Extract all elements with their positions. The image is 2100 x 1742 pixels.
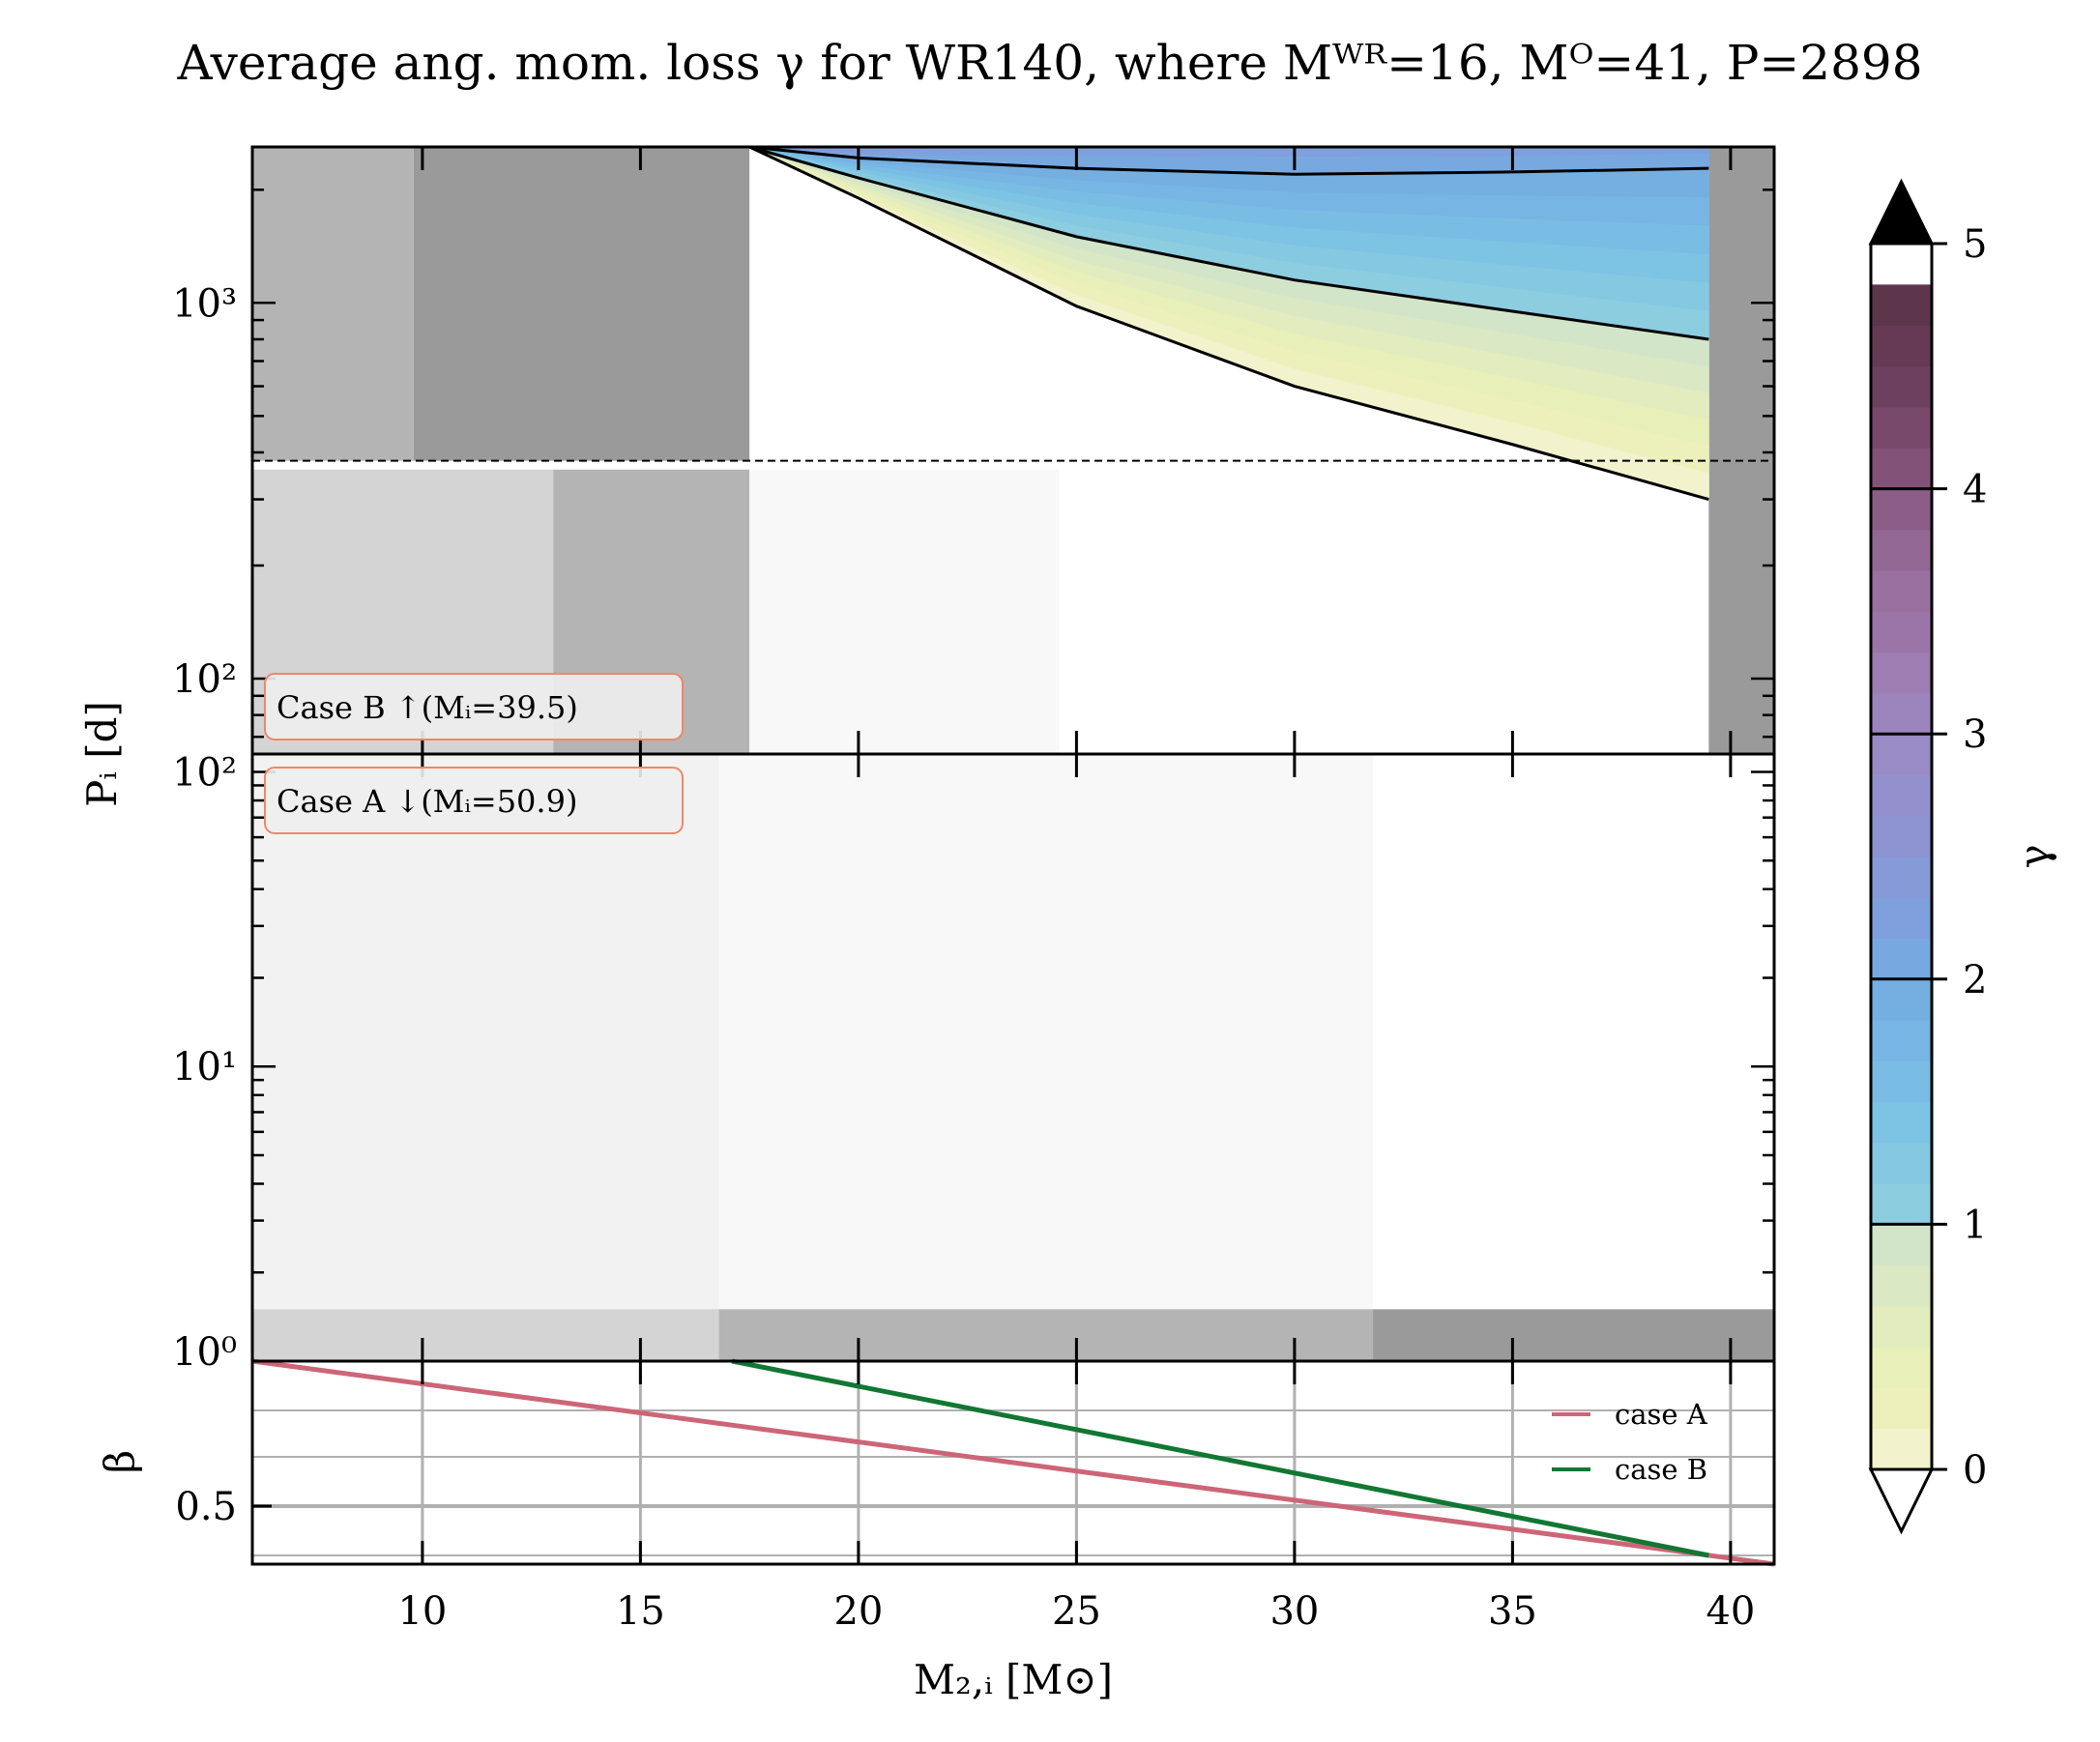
caseA-panel	[252, 754, 1774, 1361]
caseA-region-3	[718, 1309, 1374, 1361]
caseB-ytick-label-1: 10²	[172, 657, 237, 702]
colorbar-level-12	[1871, 938, 1932, 980]
xtick-label-5: 35	[1488, 1589, 1537, 1634]
colorbar-level-1	[1871, 1387, 1932, 1430]
colorbar-level-17	[1871, 734, 1932, 776]
beta-ytick-labels: 0.5	[175, 1485, 237, 1529]
colorbar-tick-label-0: 0	[1963, 1448, 1987, 1493]
caseA-region-1	[718, 754, 1374, 1310]
caseA-ytick-label-0: 10²	[172, 750, 237, 795]
colorbar-level-0	[1871, 1428, 1932, 1470]
colorbar-level-16	[1871, 774, 1932, 817]
colorbar-level-26	[1871, 365, 1932, 408]
colorbar-level-27	[1871, 325, 1932, 367]
caseB-region-4	[749, 469, 1060, 754]
xtick-label-2: 20	[833, 1589, 883, 1634]
beta-ytick-label-0: 0.5	[175, 1485, 237, 1529]
caseB-annotation-text: Case B ↑(Mᵢ=39.5)	[277, 689, 578, 726]
legend-label-case-a: case A	[1615, 1398, 1708, 1431]
colorbar-level-9	[1871, 1060, 1932, 1103]
xtick-label-4: 30	[1269, 1589, 1319, 1634]
caseB-region-0	[252, 147, 414, 461]
beta-panel	[251, 1358, 1775, 1567]
colorbar-level-2	[1871, 1347, 1932, 1389]
colorbar-level-18	[1871, 692, 1932, 735]
colorbar-level-7	[1871, 1142, 1932, 1184]
colorbar-level-25	[1871, 407, 1932, 449]
colorbar-level-21	[1871, 570, 1932, 612]
caseB-annotation-box	[264, 673, 684, 740]
y-axis-label: Pᵢ [d]	[78, 701, 126, 807]
colorbar-level-8	[1871, 1101, 1932, 1144]
colorbar: 0 1 2 3 4 5 γ	[1868, 178, 2057, 1535]
caseB-annotation: Case B ↑(Mᵢ=39.5)	[264, 673, 684, 740]
caseB-region-1	[413, 147, 750, 461]
colorbar-level-11	[1871, 978, 1932, 1021]
colorbar-tick-label-5: 5	[1963, 222, 1987, 267]
caseB-ytick-labels: 10³ 10²	[172, 281, 237, 702]
beta-axis-label: β	[96, 1450, 143, 1473]
colorbar-level-22	[1871, 529, 1932, 571]
colorbar-ticks: 0 1 2 3 4 5	[1871, 222, 1987, 1493]
caseA-ytick-label-2: 10⁰	[172, 1330, 237, 1375]
colorbar-level-14	[1871, 856, 1932, 898]
beta-series	[251, 1358, 1775, 1567]
colorbar-label: γ	[2010, 844, 2057, 868]
axis-ticks	[252, 147, 1774, 1564]
colorbar-level-19	[1871, 652, 1932, 694]
caseA-ytick-labels: 10² 10¹ 10⁰	[172, 750, 237, 1375]
colorbar-level-10	[1871, 1020, 1932, 1061]
legend: case A case B	[1552, 1398, 1708, 1486]
beta-line-case-A	[251, 1358, 1775, 1567]
caseA-region-2	[252, 1309, 719, 1361]
beta-line-case-B	[731, 1358, 1709, 1558]
beta-frame	[250, 1359, 1776, 1566]
legend-label-case-b: case B	[1615, 1453, 1707, 1486]
beta-gridlines	[252, 1361, 1774, 1564]
colorbar-levels	[1868, 178, 1935, 1535]
colorbar-level-20	[1871, 611, 1932, 653]
colorbar-level-15	[1871, 815, 1932, 857]
caseB-ytick-label-0: 10³	[172, 281, 237, 326]
colorbar-level-5	[1871, 1224, 1932, 1266]
caseA-region-4	[1373, 1309, 1774, 1361]
caseA-region-0	[252, 754, 719, 1310]
caseA-annotation: Case A ↓(Mᵢ=50.9)	[264, 767, 684, 834]
xtick-label-1: 15	[616, 1589, 665, 1634]
gamma-contour-2	[748, 145, 1709, 176]
caseA-background-regions	[252, 754, 1774, 1361]
caseB-background-regions	[252, 147, 1774, 754]
colorbar-level-6	[1871, 1183, 1932, 1225]
gamma-filled-contours	[748, 146, 1709, 501]
colorbar-level-23	[1871, 488, 1932, 531]
colorbar-level-28	[1871, 284, 1932, 326]
gamma-contour-lines	[748, 145, 1709, 501]
colorbar-tick-label-1: 1	[1963, 1203, 1987, 1247]
caseA-annotation-text: Case A ↓(Mᵢ=50.9)	[277, 783, 577, 820]
xtick-label-3: 25	[1052, 1589, 1101, 1634]
colorbar-tick-label-3: 3	[1963, 712, 1987, 757]
caseA-annotation-box	[264, 767, 684, 834]
chart-title: Average ang. mom. loss γ for WR140, wher…	[176, 35, 1922, 91]
colorbar-level-3	[1871, 1305, 1932, 1348]
colorbar-extend-over	[1868, 178, 1935, 246]
xtick-labels: 10 15 20 25 30 35 40	[397, 1589, 1755, 1634]
xtick-label-0: 10	[397, 1589, 447, 1634]
colorbar-level-24	[1871, 448, 1932, 490]
gamma-contour-1	[748, 145, 1709, 341]
colorbar-extend-under	[1868, 1467, 1935, 1535]
colorbar-tick-label-2: 2	[1963, 958, 1987, 1002]
xtick-label-6: 40	[1706, 1589, 1755, 1634]
colorbar-tick-label-4: 4	[1963, 468, 1987, 512]
gamma-contour-0	[748, 145, 1709, 501]
caseA-ytick-label-1: 10¹	[172, 1045, 237, 1089]
x-axis-label: M₂,ᵢ [M⊙]	[914, 1656, 1113, 1703]
caseB-panel	[252, 145, 1774, 754]
colorbar-level-4	[1871, 1264, 1932, 1307]
colorbar-level-13	[1871, 897, 1932, 939]
caseB-region-5	[1708, 147, 1774, 754]
